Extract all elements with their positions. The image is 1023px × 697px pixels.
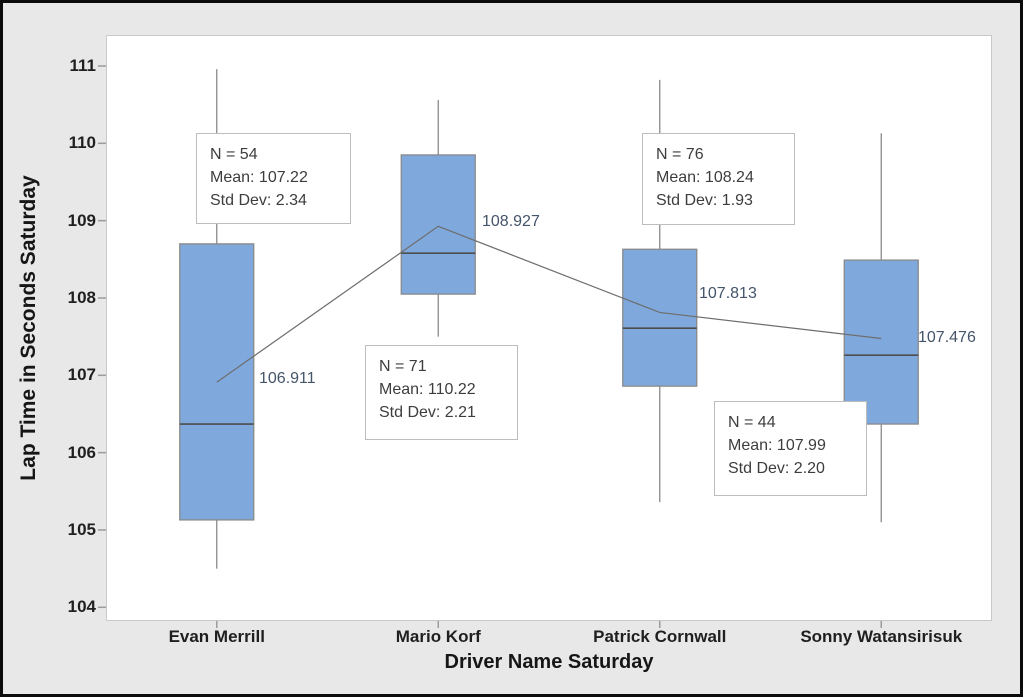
x-category-label: Mario Korf bbox=[395, 627, 481, 646]
mean-value-label: 108.927 bbox=[482, 213, 540, 230]
stats-annotation-line: N = 76 bbox=[656, 146, 704, 163]
y-axis-title: Lap Time in Seconds Saturday bbox=[17, 175, 40, 481]
stats-annotation-box: N = 44 Mean: 107.99 Std Dev: 2.20 bbox=[714, 401, 867, 496]
stats-annotation-line: Std Dev: 2.34 bbox=[210, 192, 307, 209]
y-tick-label: 105 bbox=[67, 519, 96, 539]
stats-annotation-line: N = 54 bbox=[210, 146, 258, 163]
chart-overlay: 111 110 109 108 107 106 105 104 Evan Merrill Mari… bbox=[3, 3, 1020, 694]
mean-connect-line bbox=[216, 225, 882, 383]
x-category-label: Patrick Cornwall bbox=[593, 627, 727, 646]
stats-annotation-line: Std Dev: 2.20 bbox=[728, 460, 825, 477]
y-tick-label: 111 bbox=[69, 56, 97, 75]
mean-value-label: 107.813 bbox=[699, 285, 757, 302]
stats-annotation-line: N = 71 bbox=[379, 358, 427, 375]
box-iqr bbox=[843, 259, 919, 425]
y-tick-label: 109 bbox=[67, 210, 96, 230]
box-iqr bbox=[622, 248, 698, 387]
x-category-label: Sonny Watansirisuk bbox=[800, 627, 963, 646]
stats-annotation-line: Mean: 107.22 bbox=[210, 169, 308, 186]
y-tick-label: 107 bbox=[67, 365, 96, 385]
y-tick-label: 110 bbox=[68, 133, 96, 153]
stats-annotation-line: Std Dev: 2.21 bbox=[379, 404, 476, 421]
stats-annotation-box: N = 76 Mean: 108.24 Std Dev: 1.93 bbox=[642, 133, 795, 225]
stats-annotation-line: Mean: 107.99 bbox=[728, 437, 826, 454]
mean-value-label: 107.476 bbox=[918, 329, 976, 346]
x-axis-title: Driver Name Saturday bbox=[444, 651, 654, 673]
stats-annotation-box: N = 54 Mean: 107.22 Std Dev: 2.34 bbox=[196, 133, 351, 224]
y-tick-label: 108 bbox=[67, 287, 96, 307]
stats-annotation-line: Mean: 110.22 bbox=[379, 381, 476, 398]
x-category-label: Evan Merrill bbox=[168, 627, 265, 646]
stats-annotation-line: Mean: 108.24 bbox=[656, 169, 754, 186]
y-tick-label: 104 bbox=[67, 597, 96, 617]
mean-value-label: 106.911 bbox=[259, 370, 316, 387]
stats-annotation-box: N = 71 Mean: 110.22 Std Dev: 2.21 bbox=[365, 345, 518, 440]
box-iqr bbox=[400, 154, 476, 295]
y-tick-label: 106 bbox=[67, 442, 96, 462]
stats-annotation-line: N = 44 bbox=[728, 414, 776, 431]
boxplot-canvas bbox=[98, 65, 919, 628]
stats-annotation-line: Std Dev: 1.93 bbox=[656, 192, 753, 209]
